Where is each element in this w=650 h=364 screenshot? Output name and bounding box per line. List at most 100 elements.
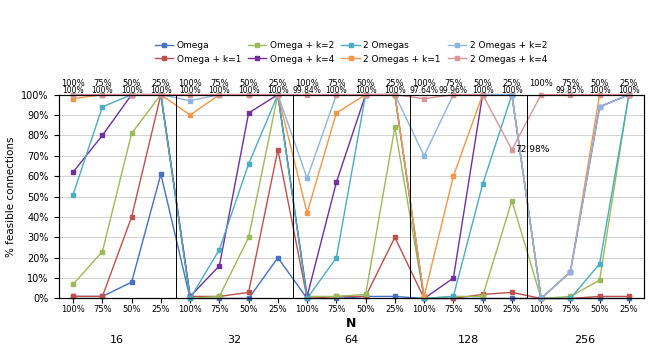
Text: 100%: 100% — [501, 86, 523, 95]
Omega + k=4 — [625, 92, 633, 97]
2 Omegas — [595, 262, 603, 266]
Omega + k=1 — [595, 294, 603, 298]
2 Omegas + k=4 — [595, 92, 603, 97]
Omega + k=2 — [157, 92, 165, 97]
Omega + k=2 — [127, 131, 136, 135]
Omega + k=1 — [127, 215, 136, 219]
Text: 100%: 100% — [209, 86, 230, 95]
2 Omegas + k=4 — [478, 92, 486, 97]
Text: 100%: 100% — [179, 86, 201, 95]
2 Omegas + k=2 — [332, 92, 341, 97]
Line: 2 Omegas: 2 Omegas — [71, 92, 631, 301]
Text: 99.85%: 99.85% — [556, 86, 585, 95]
Text: 97.64%: 97.64% — [410, 86, 439, 95]
Omega + k=1 — [186, 294, 194, 298]
Omega + k=4 — [303, 294, 311, 298]
2 Omegas — [157, 92, 165, 97]
2 Omegas + k=4 — [391, 92, 399, 97]
Omega + k=1 — [566, 296, 575, 301]
Text: 128: 128 — [458, 335, 478, 345]
2 Omegas + k=1 — [274, 92, 282, 97]
Y-axis label: % feasible connections: % feasible connections — [6, 136, 16, 257]
Omega — [244, 296, 252, 301]
2 Omegas + k=4 — [127, 92, 136, 97]
2 Omegas — [361, 92, 369, 97]
2 Omegas — [332, 256, 341, 260]
Omega — [361, 294, 369, 298]
2 Omegas — [99, 105, 107, 109]
2 Omegas — [274, 92, 282, 97]
Omega + k=2 — [274, 92, 282, 97]
2 Omegas + k=1 — [216, 92, 224, 97]
2 Omegas + k=1 — [625, 92, 633, 97]
Text: 32: 32 — [227, 335, 241, 345]
Omega — [450, 296, 458, 301]
2 Omegas + k=1 — [508, 92, 516, 97]
Omega + k=1 — [420, 296, 428, 301]
Omega + k=2 — [244, 235, 252, 240]
2 Omegas + k=1 — [99, 92, 107, 97]
Omega + k=2 — [332, 294, 341, 298]
Omega — [332, 296, 341, 301]
2 Omegas + k=1 — [361, 92, 369, 97]
Omega — [157, 172, 165, 176]
2 Omegas + k=4 — [216, 92, 224, 97]
2 Omegas + k=4 — [450, 92, 458, 97]
Omega — [127, 280, 136, 284]
Omega + k=2 — [361, 292, 369, 297]
Text: 99.84%: 99.84% — [292, 86, 322, 95]
2 Omegas + k=1 — [69, 96, 77, 101]
2 Omegas — [186, 296, 194, 301]
Omega + k=1 — [69, 294, 77, 298]
Text: 100%: 100% — [472, 86, 493, 95]
Omega + k=1 — [244, 290, 252, 294]
2 Omegas + k=1 — [450, 174, 458, 178]
Omega + k=4 — [450, 276, 458, 280]
Omega — [537, 296, 545, 301]
2 Omegas — [303, 296, 311, 301]
Omega + k=1 — [450, 296, 458, 301]
Omega + k=2 — [595, 278, 603, 282]
Omega + k=2 — [69, 282, 77, 286]
2 Omegas + k=2 — [420, 154, 428, 158]
2 Omegas + k=2 — [303, 176, 311, 181]
2 Omegas + k=2 — [127, 92, 136, 97]
Text: 100%: 100% — [150, 86, 172, 95]
Omega + k=1 — [508, 290, 516, 294]
Omega + k=4 — [595, 105, 603, 109]
Text: 100%: 100% — [618, 86, 640, 95]
2 Omegas + k=4 — [508, 147, 516, 152]
Omega + k=4 — [99, 133, 107, 138]
2 Omegas — [391, 92, 399, 97]
Omega + k=4 — [244, 111, 252, 115]
2 Omegas + k=4 — [186, 92, 194, 97]
Omega + k=2 — [508, 198, 516, 203]
2 Omegas + k=2 — [216, 92, 224, 97]
Line: Omega + k=2: Omega + k=2 — [71, 92, 631, 301]
2 Omegas — [566, 296, 575, 301]
Text: 16: 16 — [110, 335, 124, 345]
2 Omegas + k=1 — [186, 113, 194, 117]
Omega + k=4 — [391, 92, 399, 97]
2 Omegas + k=1 — [303, 211, 311, 215]
2 Omegas — [216, 248, 224, 252]
Text: 64: 64 — [344, 335, 358, 345]
2 Omegas + k=2 — [69, 92, 77, 97]
Omega + k=2 — [99, 249, 107, 254]
2 Omegas + k=1 — [244, 92, 252, 97]
Omega + k=1 — [303, 296, 311, 301]
Text: 100%: 100% — [92, 86, 113, 95]
Omega + k=4 — [274, 92, 282, 97]
Omega + k=4 — [478, 92, 486, 97]
Omega + k=1 — [274, 147, 282, 152]
2 Omegas + k=4 — [420, 96, 428, 101]
2 Omegas + k=1 — [595, 92, 603, 97]
Omega + k=4 — [537, 296, 545, 301]
Omega + k=4 — [566, 270, 575, 274]
2 Omegas + k=2 — [186, 99, 194, 103]
Omega + k=2 — [391, 125, 399, 130]
2 Omegas + k=2 — [244, 92, 252, 97]
2 Omegas + k=1 — [332, 111, 341, 115]
2 Omegas — [478, 182, 486, 186]
Omega — [303, 296, 311, 301]
